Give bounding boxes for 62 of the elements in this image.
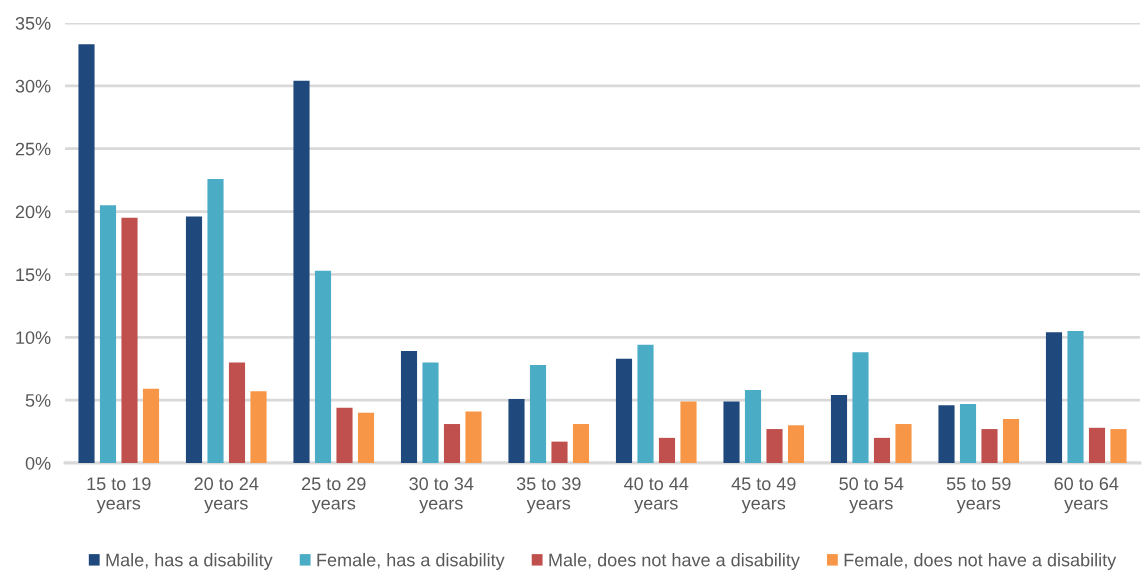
x-tick-label: 20 to 24 years [194, 477, 259, 514]
bar [981, 429, 998, 463]
bar [142, 388, 160, 463]
bar [658, 437, 676, 463]
y-tick-label: 0% [25, 456, 51, 470]
bar [314, 270, 332, 463]
legend-label: Female, has a disability [317, 553, 505, 570]
legend-label: Male, has a disability [106, 553, 273, 570]
bar [572, 424, 590, 463]
bar [99, 205, 117, 463]
bar [443, 424, 461, 463]
bar [744, 390, 762, 463]
y-tick-label: 10% [16, 331, 51, 345]
bar [551, 441, 568, 463]
bar [723, 401, 740, 463]
bar [895, 424, 912, 463]
bar [615, 358, 633, 463]
legend-label: Female, does not have a disability [844, 553, 1117, 570]
bar [121, 217, 138, 463]
x-tick-label: 25 to 29 years [302, 477, 366, 514]
x-tick-label: 60 to 64 years [1054, 477, 1119, 514]
y-tick-label: 15% [16, 268, 51, 282]
x-tick-label: 45 to 49 years [731, 477, 796, 514]
bar [508, 398, 525, 463]
y-tick-label: 20% [15, 205, 51, 219]
bar [873, 437, 891, 463]
bar [680, 401, 697, 463]
bar [1045, 332, 1063, 463]
bar [637, 344, 654, 463]
y-tick-label: 25% [15, 142, 51, 156]
bar [830, 395, 848, 463]
x-tick-label: 40 to 44 years [624, 477, 689, 514]
bar [250, 391, 267, 463]
x-tick-label: 35 to 39 years [516, 477, 581, 514]
x-tick-label: 50 to 54 years [839, 477, 904, 514]
bar [357, 412, 375, 463]
bar [1110, 429, 1127, 463]
bar [938, 405, 955, 463]
bar [766, 429, 783, 463]
bar [228, 362, 246, 463]
x-tick-label: 55 to 59 years [946, 477, 1011, 514]
y-tick-label: 30% [15, 79, 51, 93]
bar [1088, 427, 1106, 463]
x-tick-label: 15 to 19 years [87, 477, 151, 514]
y-tick-label: 35% [15, 16, 51, 30]
bar [1067, 331, 1084, 463]
x-tick-label: 30 to 34 years [409, 477, 474, 514]
bar [207, 178, 224, 463]
bar [787, 425, 805, 463]
y-tick-label: 5% [25, 394, 51, 407]
bar [185, 216, 203, 463]
bar [1002, 419, 1020, 463]
bar [465, 411, 482, 463]
legend-label: Male, does not have a disability [549, 553, 800, 570]
bar [422, 362, 439, 463]
bar [293, 80, 310, 463]
bar [529, 364, 547, 463]
bar [400, 351, 418, 463]
bar [852, 352, 869, 463]
bar [336, 407, 353, 463]
bar [959, 403, 977, 463]
bar [78, 44, 95, 463]
